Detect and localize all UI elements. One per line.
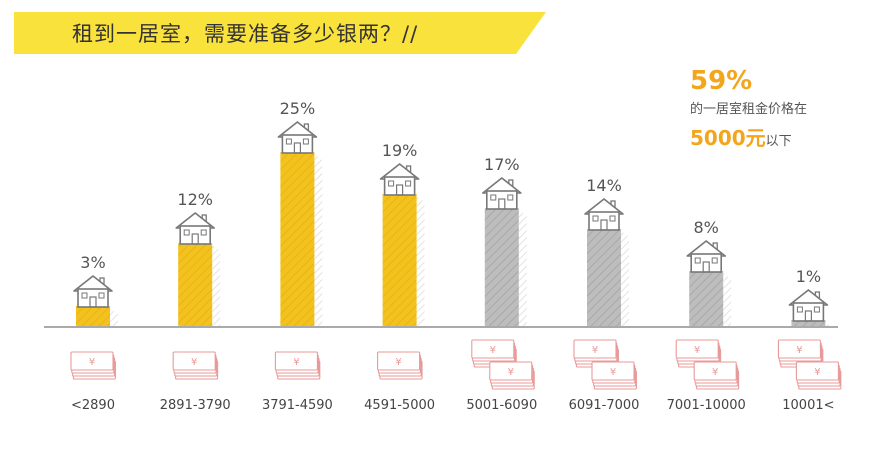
bar-shadow <box>212 245 221 327</box>
svg-text:¥: ¥ <box>508 367 514 378</box>
bar-value-label: 14% <box>586 176 622 195</box>
svg-text:¥: ¥ <box>395 357 401 368</box>
bar <box>791 320 826 327</box>
house-icon <box>686 240 727 273</box>
category-label: 4591-5000 <box>364 398 435 413</box>
house-icon <box>481 177 522 210</box>
bar-value-label: 12% <box>177 190 213 209</box>
bar-value-label: 3% <box>80 253 105 272</box>
house-icon <box>788 289 829 322</box>
bar-value-label: 25% <box>280 99 316 118</box>
category-label: 5001-6090 <box>466 398 537 413</box>
title-banner <box>14 12 546 54</box>
category-label: 2891-3790 <box>160 398 231 413</box>
money-stack-icon: ¥¥ <box>675 339 740 390</box>
bar <box>178 243 213 327</box>
money-stack-icon: ¥¥ <box>777 339 842 390</box>
bar-shadow <box>518 210 527 327</box>
bar <box>382 194 417 327</box>
house-icon <box>73 275 113 308</box>
bar-value-label: 8% <box>694 218 719 237</box>
category-label: 10001< <box>782 398 834 413</box>
money-stack-icon: ¥¥ <box>471 339 535 390</box>
bar-value-label: 19% <box>382 141 418 160</box>
category-label: 7001-10000 <box>667 398 746 413</box>
money-stack-icon: ¥ <box>70 351 116 380</box>
house-icon <box>584 198 624 231</box>
category-label: 3791-4590 <box>262 398 333 413</box>
bar-shadow <box>110 308 118 327</box>
svg-text:¥: ¥ <box>592 345 598 356</box>
svg-text:¥: ¥ <box>191 357 197 368</box>
svg-text:¥: ¥ <box>814 367 820 378</box>
money-stack-icon: ¥¥ <box>573 339 637 390</box>
money-stack-icon: ¥ <box>274 351 321 380</box>
svg-text:¥: ¥ <box>89 357 95 368</box>
svg-text:¥: ¥ <box>712 367 718 378</box>
bar-value-label: 1% <box>796 267 821 286</box>
house-icon <box>175 212 215 245</box>
house-icon <box>277 121 318 154</box>
svg-text:¥: ¥ <box>694 345 700 356</box>
house-icon <box>379 163 420 196</box>
bar-shadow <box>723 273 732 327</box>
callout-suffix: 以下 <box>765 134 792 149</box>
bar-shadow <box>621 231 629 327</box>
svg-text:¥: ¥ <box>796 345 802 356</box>
category-label: <2890 <box>71 398 115 413</box>
bar <box>484 208 519 327</box>
category-label: 6091-7000 <box>569 398 640 413</box>
bar <box>587 229 621 327</box>
callout-percent: 59% <box>690 66 753 96</box>
bar <box>280 152 315 327</box>
svg-text:¥: ¥ <box>490 345 496 356</box>
bar-shadow <box>314 154 323 327</box>
callout-amount: 5000元 <box>690 126 766 150</box>
callout-amount-line: 5000元以下 <box>690 122 792 151</box>
money-stack-icon: ¥ <box>172 351 219 380</box>
callout-text: 的一居室租金价格在 <box>690 102 808 117</box>
svg-text:¥: ¥ <box>610 367 616 378</box>
bar <box>689 271 724 327</box>
chart-title: 租到一居室，需要准备多少银两？// <box>72 22 419 46</box>
bar-shadow <box>416 196 425 327</box>
bar <box>76 306 110 327</box>
svg-text:¥: ¥ <box>293 357 299 368</box>
money-stack-icon: ¥ <box>377 351 423 380</box>
bar-value-label: 17% <box>484 155 520 174</box>
